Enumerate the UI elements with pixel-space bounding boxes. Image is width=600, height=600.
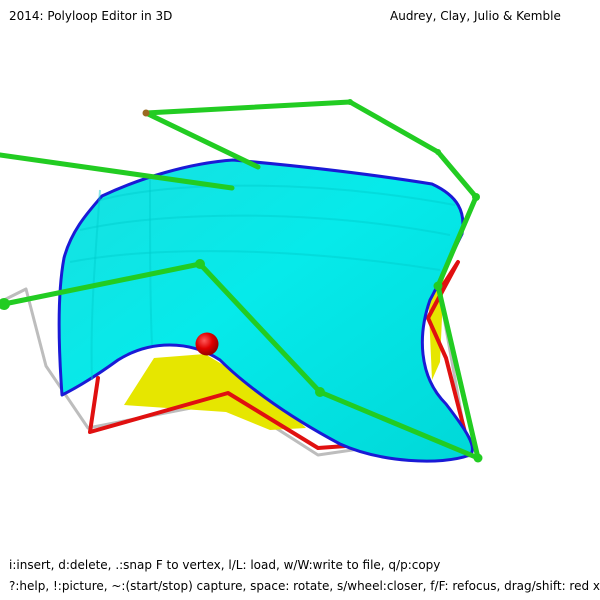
vertex-marker[interactable] — [142, 109, 150, 117]
vertex-marker[interactable] — [195, 259, 205, 269]
vertex-marker[interactable] — [435, 149, 441, 155]
surface-shading — [69, 175, 456, 381]
vertex-marker[interactable] — [433, 281, 443, 291]
vertex-marker[interactable] — [472, 193, 480, 201]
vertex-marker[interactable] — [473, 453, 483, 463]
vertex-marker[interactable] — [0, 298, 10, 310]
vertex-marker[interactable] — [315, 387, 325, 397]
cyan-surface — [57, 158, 474, 463]
red-polyloop — [88, 260, 470, 450]
green-vertices[interactable] — [0, 99, 483, 463]
help-text-line-1: i:insert, d:delete, .:snap F to vertex, … — [9, 558, 441, 572]
red-sphere-icon[interactable] — [195, 332, 219, 356]
page-title: 2014: Polyloop Editor in 3D — [9, 9, 173, 23]
authors-label: Audrey, Clay, Julio & Kemble — [390, 9, 561, 23]
vertex-marker[interactable] — [347, 99, 353, 105]
help-text-line-2: ?:help, !:picture, ~:(start/stop) captur… — [9, 579, 600, 593]
